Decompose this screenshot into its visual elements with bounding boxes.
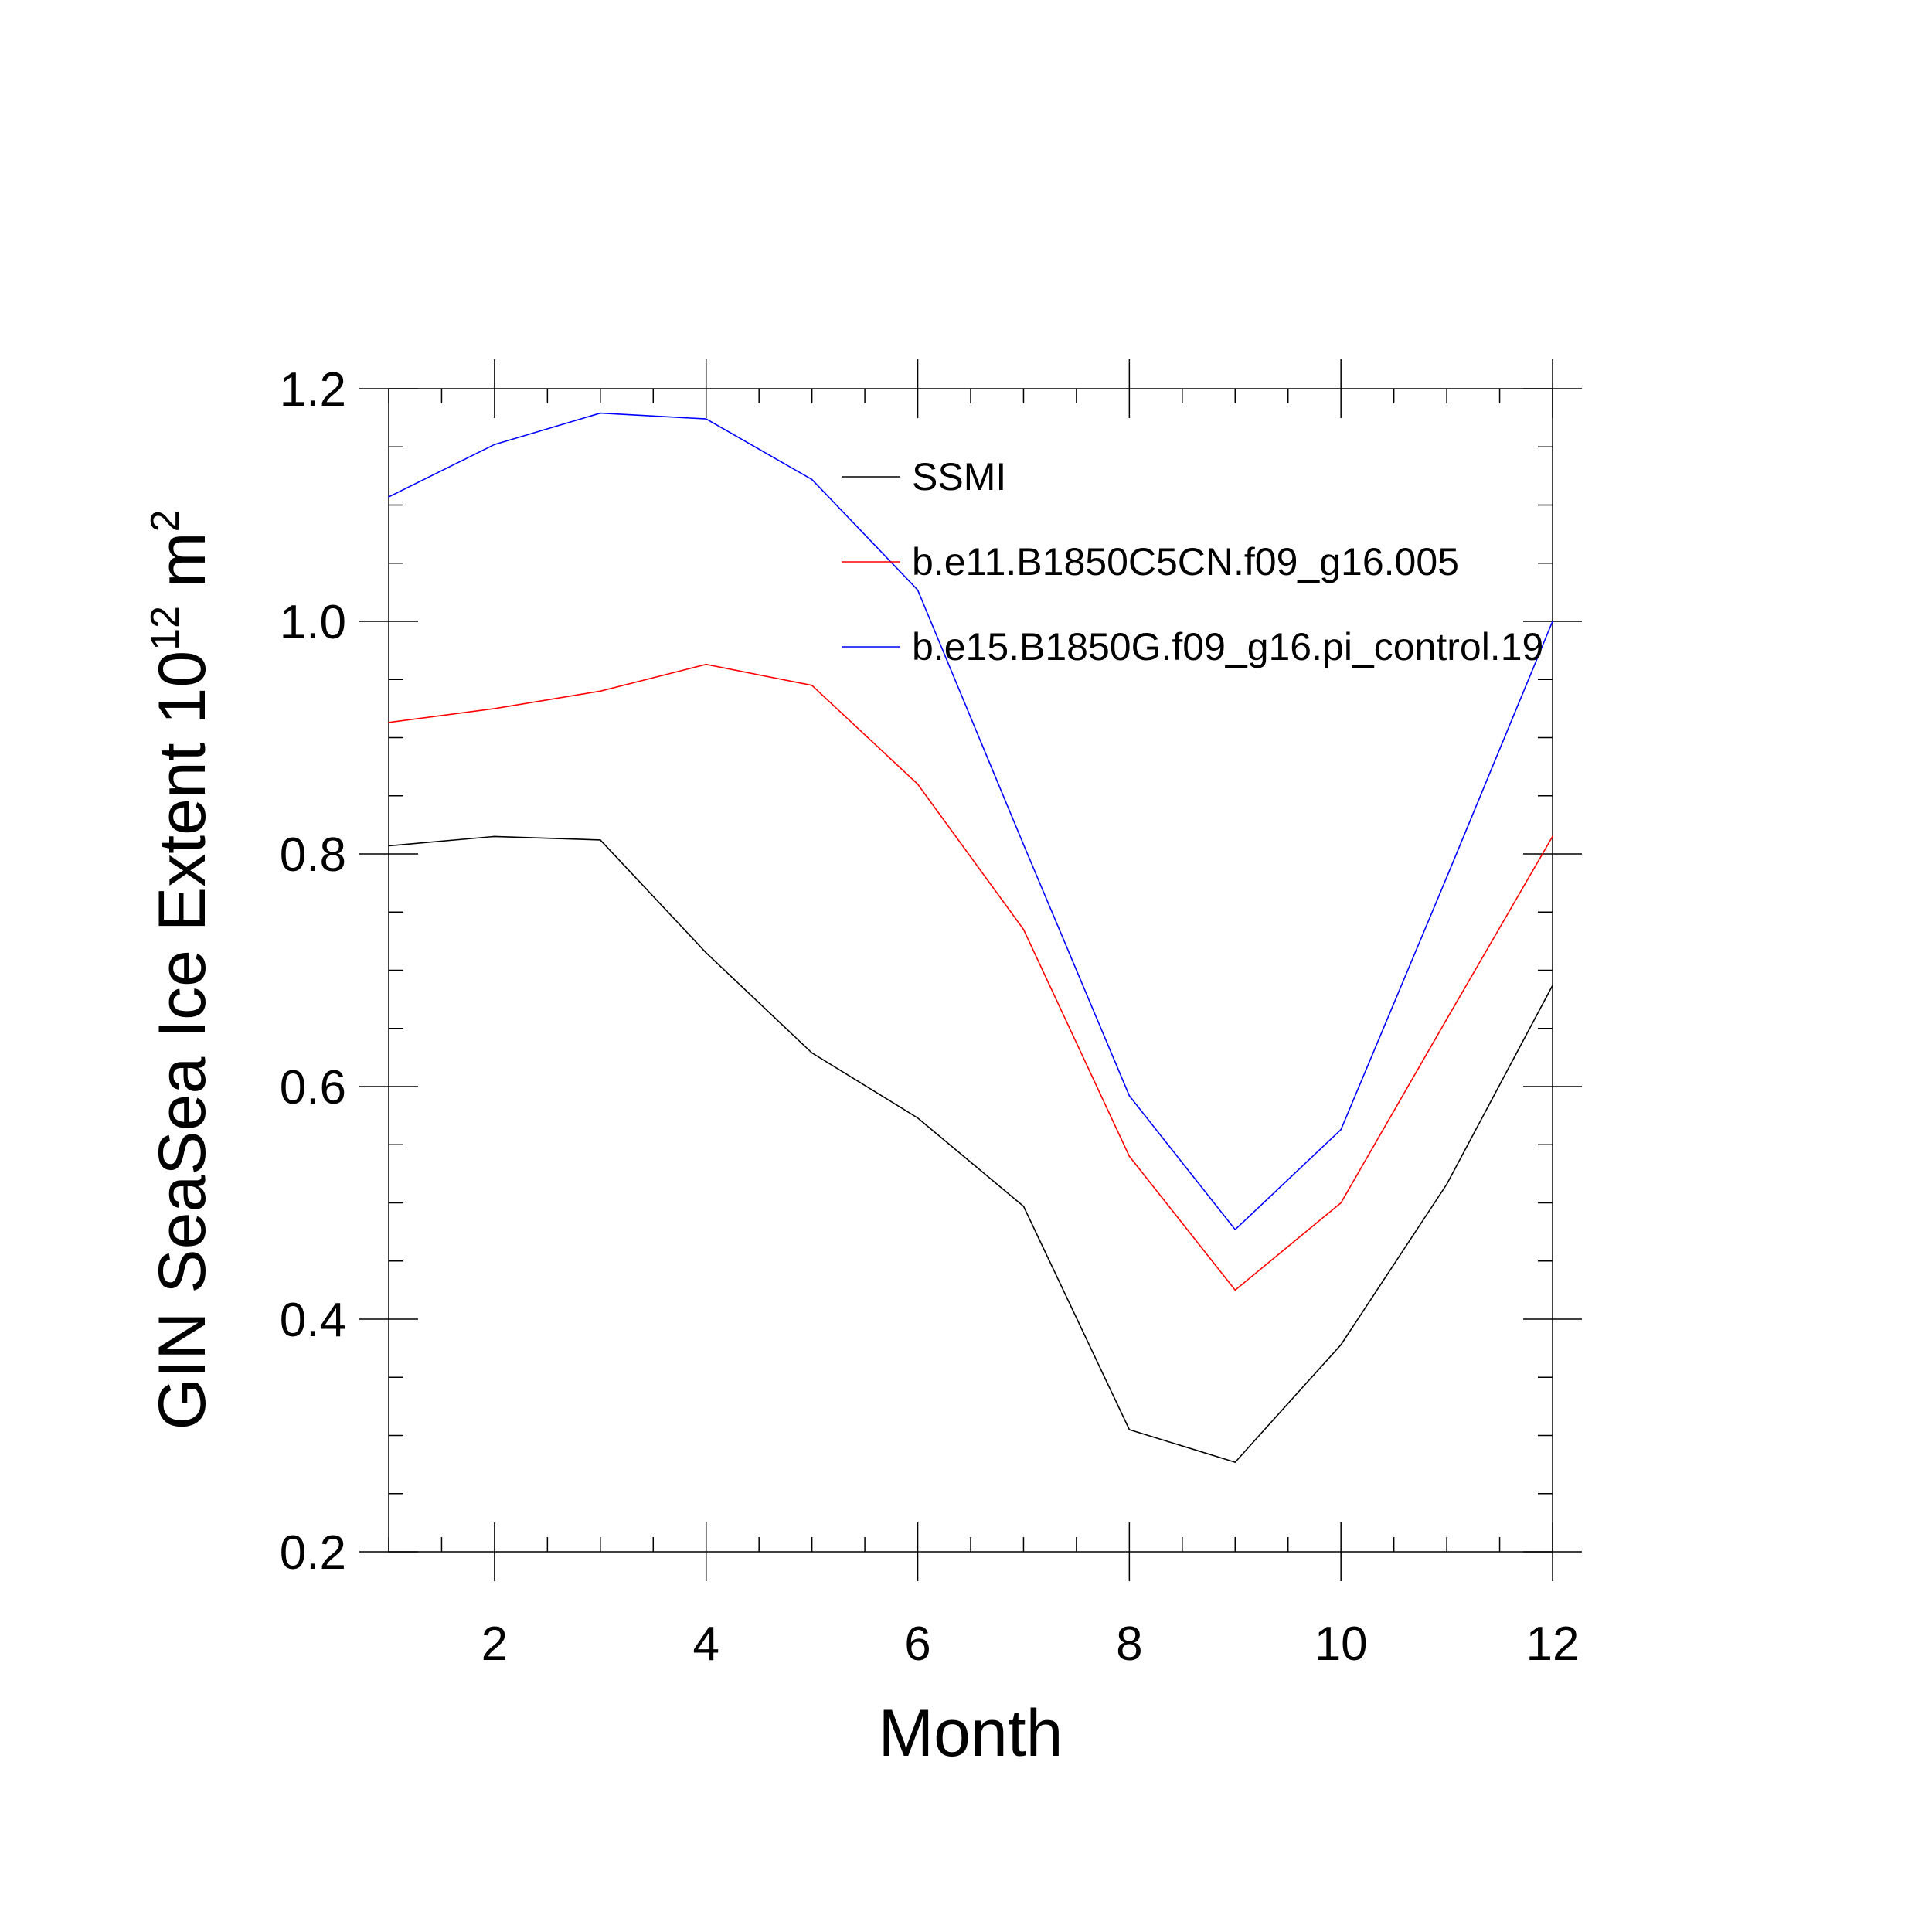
x-tick-label: 12 <box>1526 1617 1580 1671</box>
data-point <box>917 1117 919 1119</box>
legend-label: b.e11.B1850C5CN.f09_g16.005 <box>912 540 1459 583</box>
data-point <box>1022 844 1025 845</box>
data-point <box>1022 1206 1025 1207</box>
data-point <box>388 845 389 847</box>
y-tick-label: 0.2 <box>280 1526 346 1580</box>
y-axis-title: GIN SeaSea Ice Extent 1012 m2 <box>143 509 219 1430</box>
data-point <box>705 418 707 420</box>
y-axis-title-unit-exponent: 2 <box>143 509 188 532</box>
data-point <box>1128 1155 1131 1158</box>
series-line-2 <box>388 663 1553 1291</box>
y-axis-title-unit: m <box>145 532 219 587</box>
data-point <box>600 839 601 841</box>
x-axis-title: Month <box>878 1696 1063 1770</box>
data-point <box>705 663 707 665</box>
x-tick-label: 10 <box>1315 1617 1368 1671</box>
data-point <box>600 690 601 692</box>
data-point <box>494 444 495 446</box>
data-point <box>1128 1095 1131 1097</box>
y-axis-title-text: GIN SeaSea Ice Extent 10 <box>145 651 219 1430</box>
data-point <box>494 708 495 709</box>
data-point <box>1234 1289 1236 1291</box>
plot-frame <box>388 388 1553 1553</box>
legend-label: b.e15.B1850G.f09_g16.pi_control.19 <box>912 625 1543 668</box>
legend: SSMI b.e11.B1850C5CN.f09_g16.005 b.e15.B18… <box>842 455 1543 668</box>
y-tick-label: 1.0 <box>280 596 346 649</box>
data-point <box>917 589 919 591</box>
y-tick-label: 0.8 <box>280 828 346 882</box>
data-point <box>388 722 389 723</box>
y-tick-label: 1.2 <box>280 363 346 417</box>
data-point <box>1340 1344 1342 1345</box>
x-tick-label: 8 <box>1116 1617 1142 1671</box>
data-point <box>1340 1202 1342 1204</box>
data-point <box>494 835 495 838</box>
series-lines <box>388 412 1553 1464</box>
tick-labels: 2 4 6 8 10 12 0.2 0.4 0.6 0.8 1.0 1.2 <box>280 363 1580 1671</box>
data-point <box>1234 1229 1236 1230</box>
data-point <box>1234 1461 1236 1463</box>
legend-label: SSMI <box>912 455 1006 498</box>
data-point <box>917 783 919 785</box>
data-point <box>1446 876 1447 878</box>
data-point <box>811 1052 813 1054</box>
data-point <box>1022 929 1025 930</box>
series-line-1 <box>388 835 1553 1464</box>
data-point <box>1446 1183 1447 1185</box>
series-line-3 <box>388 412 1553 1231</box>
data-point <box>811 478 813 481</box>
axis-ticks <box>359 359 1582 1581</box>
data-point <box>1340 1128 1342 1131</box>
x-tick-label: 6 <box>904 1617 930 1671</box>
y-axis-title-space <box>145 587 219 606</box>
data-point <box>1552 621 1553 622</box>
data-point <box>1446 1018 1447 1020</box>
data-point <box>811 684 813 686</box>
data-point <box>1552 835 1553 838</box>
data-point <box>1128 1429 1131 1430</box>
y-tick-label: 0.6 <box>280 1061 346 1114</box>
data-point <box>705 952 707 954</box>
data-point <box>1552 985 1553 986</box>
y-tick-label: 0.4 <box>280 1294 346 1347</box>
x-tick-label: 4 <box>692 1617 719 1671</box>
y-axis-title-exponent: 12 <box>143 606 188 651</box>
x-tick-label: 2 <box>481 1617 508 1671</box>
data-point <box>600 412 601 414</box>
data-point <box>388 496 389 498</box>
